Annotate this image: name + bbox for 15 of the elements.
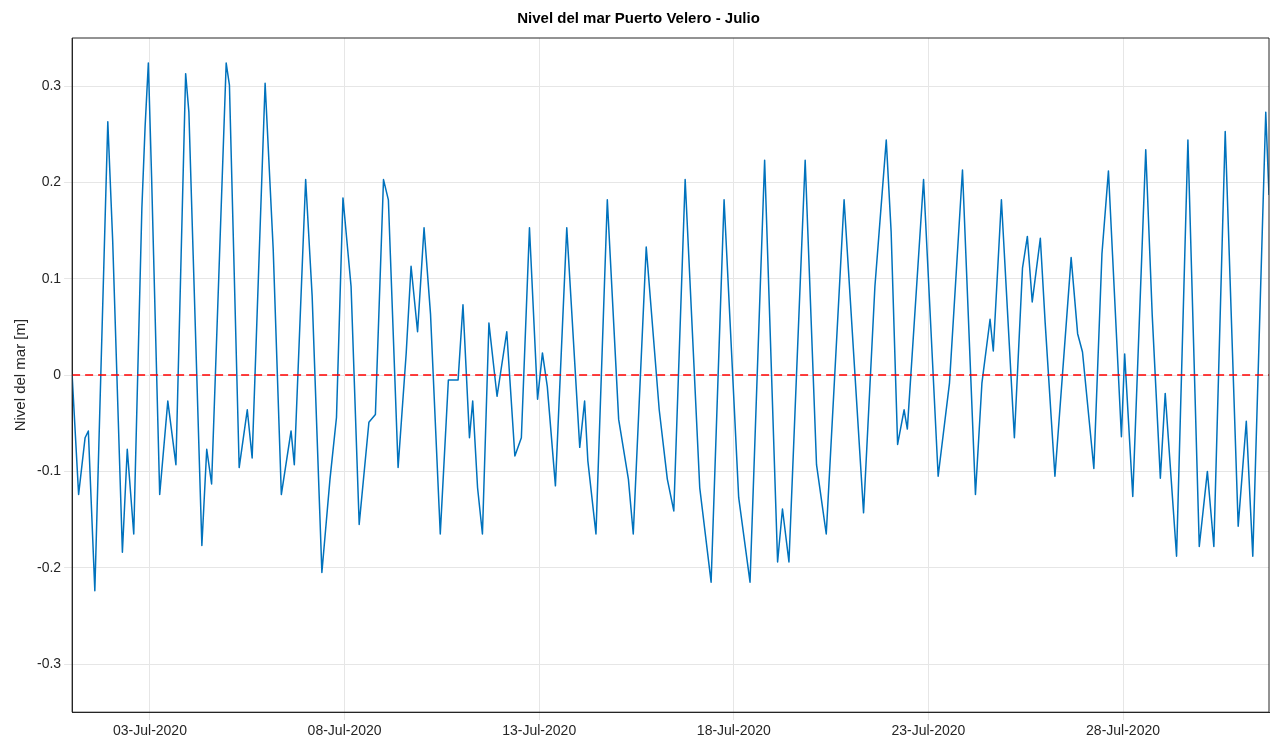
y-tick-label: 0 (53, 365, 62, 382)
chart-title: Nivel del mar Puerto Velero - Julio (517, 9, 760, 27)
y-tick-label: -0.1 (37, 462, 62, 479)
y-tick-label: 0.1 (41, 269, 62, 286)
x-tick-label: 13-Jul-2020 (502, 722, 577, 739)
x-tick-label: 28-Jul-2020 (1086, 722, 1161, 739)
y-tick-label: -0.3 (37, 654, 62, 671)
y-tick-label: 0.2 (41, 173, 62, 190)
y-axis-title: Nivel del mar [m] (11, 318, 29, 432)
x-tick-label: 23-Jul-2020 (891, 722, 966, 739)
x-tick-label: 18-Jul-2020 (696, 722, 771, 739)
y-tick-label: 0.3 (41, 77, 62, 94)
x-tick-label: 03-Jul-2020 (113, 722, 188, 739)
y-tick-label: -0.2 (37, 558, 62, 575)
x-tick-label: 08-Jul-2020 (307, 722, 382, 739)
